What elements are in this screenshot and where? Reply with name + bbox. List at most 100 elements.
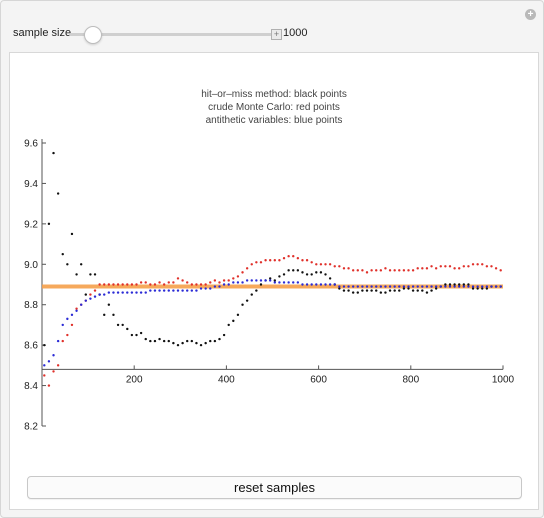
options-plus-icon[interactable]: +: [525, 9, 536, 20]
crude-monte-carlo-point: [218, 281, 221, 284]
antithetic-point: [282, 281, 286, 284]
hit-or-miss-point: [135, 333, 138, 337]
hit-or-miss-point: [227, 323, 230, 327]
y-tick-label: 9.4: [24, 179, 38, 190]
crude-monte-carlo-point: [158, 281, 161, 284]
crude-monte-carlo-point: [52, 370, 55, 373]
antithetic-point: [375, 285, 378, 288]
crude-monte-carlo-point: [296, 257, 300, 260]
antithetic-point: [98, 293, 101, 296]
legend-hit-or-miss: hit–or–miss method: black points: [201, 89, 347, 100]
hit-or-miss-point: [139, 331, 143, 335]
sample-size-control: sample size + 1000: [13, 25, 533, 44]
hit-or-miss-point: [268, 277, 272, 280]
hit-or-miss-point: [485, 287, 489, 290]
crude-monte-carlo-point: [416, 267, 419, 270]
hit-or-miss-point: [56, 192, 60, 195]
hit-or-miss-point: [107, 303, 111, 306]
crude-monte-carlo-point: [195, 283, 198, 286]
crude-monte-carlo-point: [338, 265, 341, 268]
crude-monte-carlo-point: [250, 263, 253, 266]
crude-monte-carlo-point: [305, 259, 309, 262]
antithetic-point: [328, 283, 332, 286]
antithetic-point: [209, 287, 212, 290]
antithetic-point: [499, 285, 502, 288]
crude-monte-carlo-point: [222, 279, 226, 282]
crude-monte-carlo-point: [61, 339, 64, 343]
crude-monte-carlo-point: [112, 283, 115, 286]
hit-or-miss-point: [103, 313, 106, 317]
antithetic-point: [56, 339, 60, 343]
hit-or-miss-point: [43, 343, 46, 347]
crude-monte-carlo-point: [241, 271, 244, 274]
crude-monte-carlo-point: [176, 277, 180, 280]
antithetic-point: [453, 285, 456, 288]
hit-or-miss-point: [416, 289, 419, 292]
antithetic-point: [305, 283, 309, 286]
antithetic-point: [273, 281, 277, 284]
hit-or-miss-point: [167, 339, 170, 343]
hit-or-miss-point: [195, 341, 198, 345]
antithetic-point: [213, 285, 217, 288]
crude-monte-carlo-point: [490, 265, 493, 268]
crude-monte-carlo-point: [328, 263, 332, 266]
hit-or-miss-point: [434, 287, 438, 290]
antithetic-point: [398, 285, 401, 288]
hit-or-miss-point: [310, 273, 313, 276]
antithetic-point: [162, 289, 166, 292]
antithetic-point: [356, 285, 359, 288]
hit-or-miss-point: [181, 341, 184, 345]
slider-expand-plus-icon[interactable]: +: [271, 29, 282, 40]
sample-size-slider-thumb[interactable]: [84, 26, 102, 44]
antithetic-point: [107, 291, 111, 294]
hit-or-miss-point: [273, 279, 277, 282]
antithetic-point: [259, 279, 263, 282]
antithetic-point: [89, 297, 92, 300]
crude-monte-carlo-point: [494, 267, 498, 270]
antithetic-point: [181, 289, 184, 292]
antithetic-point: [158, 289, 161, 292]
hit-or-miss-point: [176, 343, 180, 347]
antithetic-point: [227, 283, 230, 286]
hit-or-miss-point: [79, 263, 83, 266]
hit-or-miss-point: [356, 291, 359, 294]
hit-or-miss-point: [471, 287, 475, 290]
crude-monte-carlo-point: [448, 265, 452, 268]
sample-size-slider[interactable]: [69, 33, 277, 36]
hit-or-miss-point: [70, 232, 74, 236]
crude-monte-carlo-point: [434, 267, 438, 270]
antithetic-point: [121, 291, 124, 294]
crude-monte-carlo-point: [139, 281, 143, 284]
hit-or-miss-point: [292, 269, 295, 272]
x-tick-label: 800: [402, 374, 419, 385]
hit-or-miss-point: [319, 271, 323, 274]
crude-monte-carlo-point: [388, 269, 392, 272]
antithetic-point: [439, 285, 442, 288]
sample-size-value: 1000: [283, 27, 308, 39]
antithetic-point: [384, 285, 387, 288]
hit-or-miss-point: [444, 283, 447, 286]
hit-or-miss-point: [282, 273, 286, 276]
hit-or-miss-point: [324, 273, 327, 276]
hit-or-miss-point: [351, 291, 355, 294]
antithetic-point: [287, 281, 290, 284]
antithetic-point: [264, 279, 267, 282]
antithetic-point: [351, 285, 355, 288]
antithetic-point: [338, 285, 341, 288]
antithetic-point: [434, 285, 438, 288]
hit-or-miss-point: [204, 341, 207, 345]
antithetic-point: [361, 285, 364, 288]
hit-or-miss-point: [338, 287, 341, 290]
crude-monte-carlo-point: [190, 283, 194, 286]
antithetic-point: [66, 317, 69, 321]
reset-samples-button[interactable]: reset samples: [27, 476, 522, 499]
crude-monte-carlo-point: [264, 259, 267, 262]
antithetic-point: [176, 289, 180, 292]
crude-monte-carlo-point: [130, 283, 134, 286]
antithetic-point: [172, 289, 175, 292]
crude-monte-carlo-point: [315, 263, 318, 266]
y-tick-label: 9.6: [24, 139, 38, 150]
antithetic-point: [462, 285, 466, 288]
crude-monte-carlo-point: [273, 259, 277, 262]
antithetic-point: [245, 279, 249, 282]
